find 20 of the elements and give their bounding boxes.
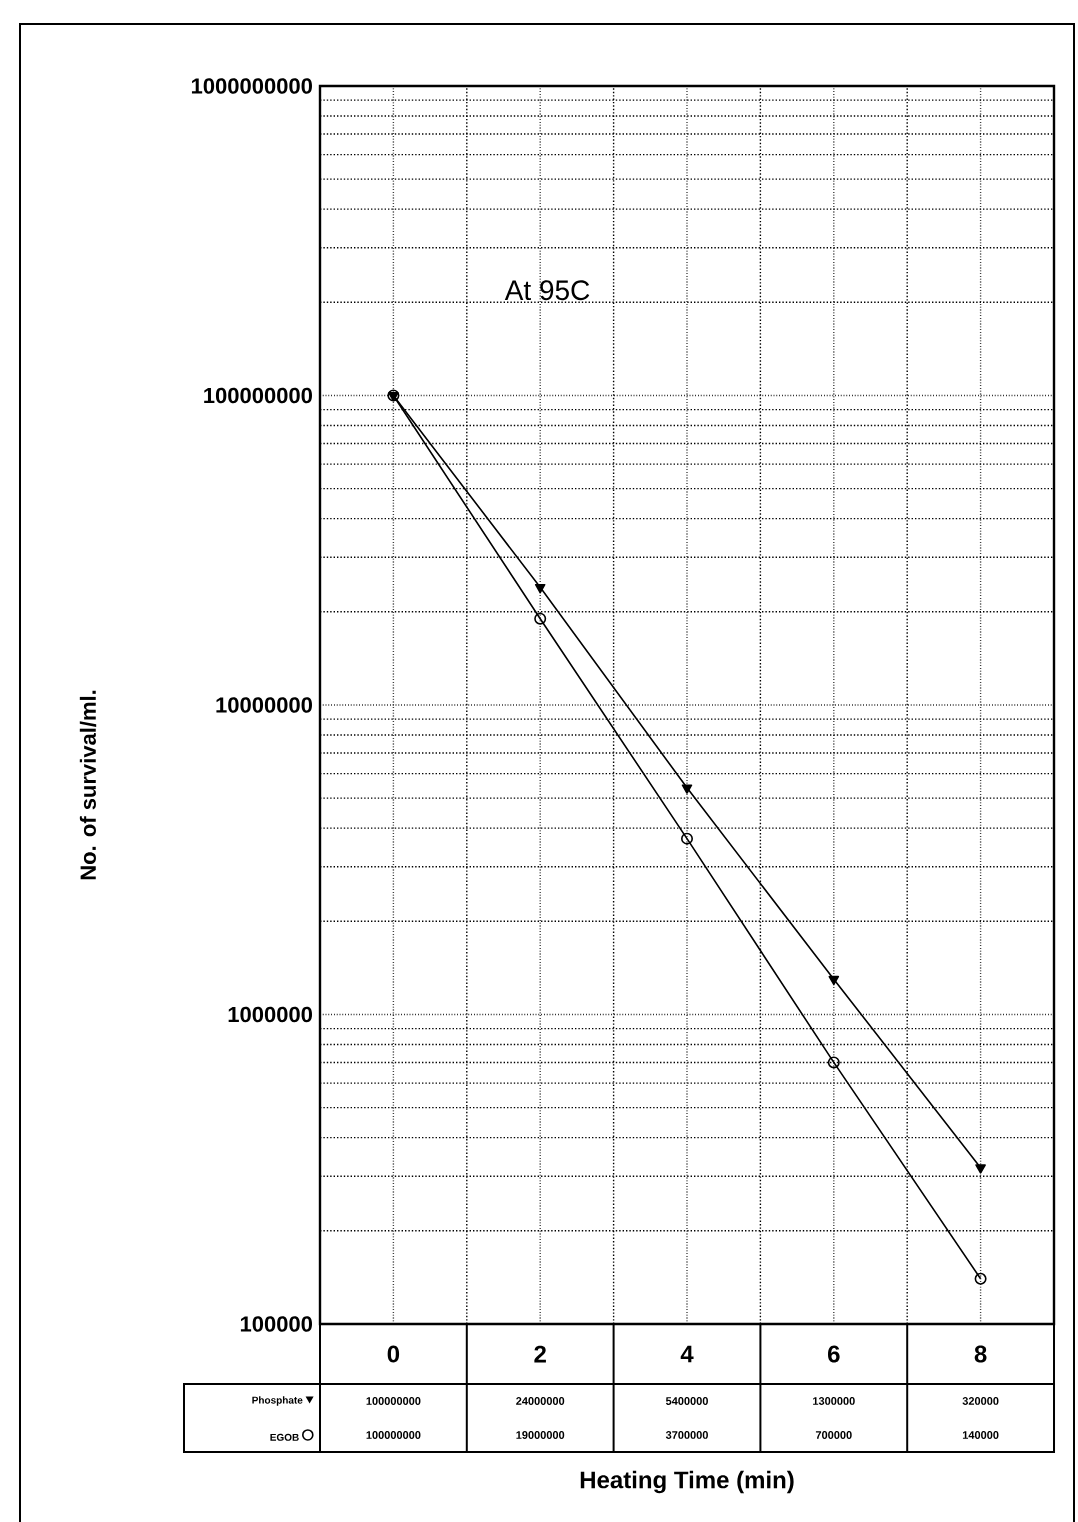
y-tick-label: 1000000000 [191, 78, 312, 94]
annotation: At 95C [504, 280, 590, 301]
point [827, 1056, 840, 1069]
x-tick-label: 4 [680, 1345, 694, 1363]
point [681, 784, 693, 794]
x-axis-title: Heating Time (min) [580, 1470, 794, 1494]
point [534, 583, 546, 594]
y-axis-title: No. of survival/ml. [79, 690, 97, 880]
point [534, 612, 547, 625]
y-tick-label: 100000 [240, 1316, 312, 1332]
point [975, 1164, 986, 1174]
x-tick-label: 2 [534, 1345, 546, 1363]
x-tick-label: 0 [387, 1345, 400, 1363]
x-tick-label: 8 [974, 1345, 987, 1363]
y-tick-label: 10000000 [216, 697, 312, 713]
y-tick-label: 1000000 [228, 1006, 312, 1023]
point [828, 975, 840, 986]
y-tick-label: 100000000 [204, 387, 312, 404]
x-tick-label: 6 [828, 1345, 840, 1363]
point [681, 832, 693, 845]
